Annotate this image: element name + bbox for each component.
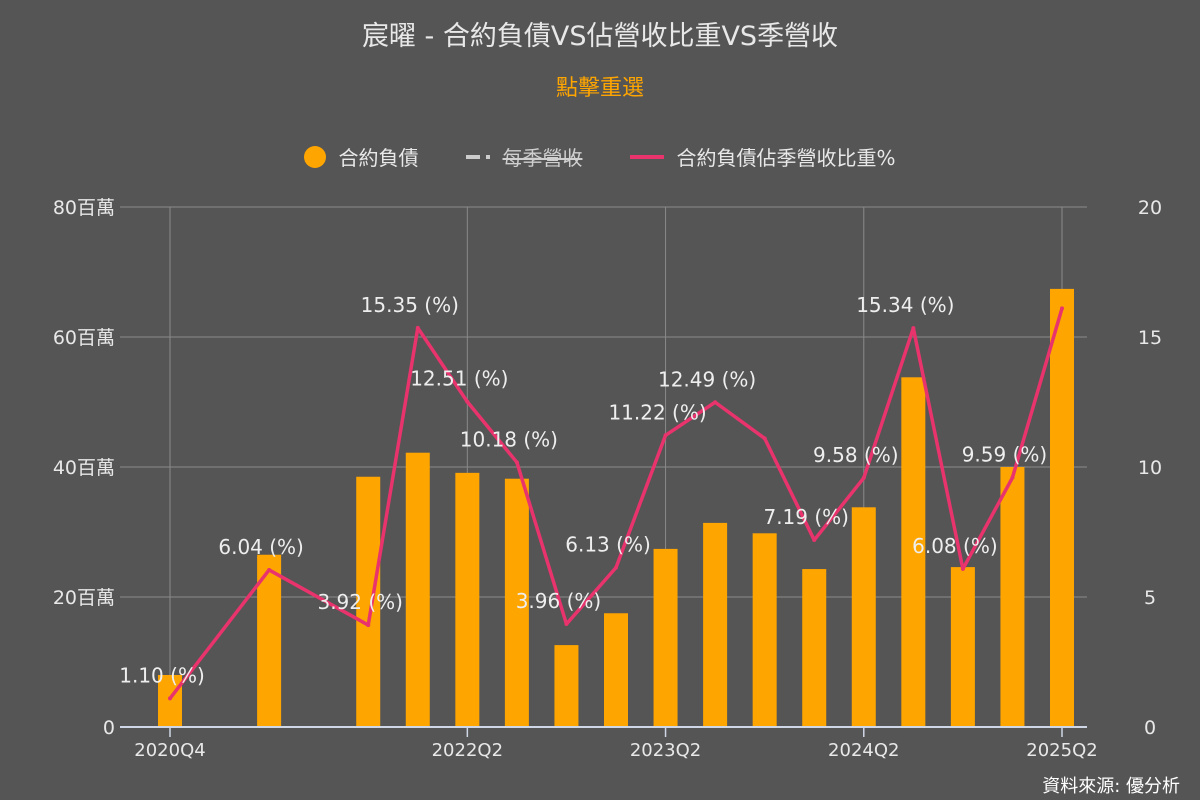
bar-2022Q2 <box>455 472 480 727</box>
y-left-tick-label: 0 <box>103 717 115 739</box>
bar-2025Q1 <box>1000 467 1025 727</box>
data-label: 11.22 (%) <box>608 400 706 424</box>
legend-label: 每季營收 <box>502 146 583 170</box>
bar-2024Q1 <box>802 569 827 727</box>
data-label: 6.04 (%) <box>218 535 304 559</box>
legend-item-contract-liabilities[interactable]: 合約負債 <box>304 142 418 171</box>
x-tick-label: 2025Q2 <box>1026 740 1097 761</box>
bar-2023Q2 <box>653 548 678 727</box>
data-label: 15.35 (%) <box>361 293 459 317</box>
y-left-tick-label: 20百萬 <box>53 587 115 609</box>
y-left-tick-label: 80百萬 <box>53 197 115 219</box>
ratio-point-2025Q2 <box>1060 306 1064 311</box>
bar-2023Q4 <box>752 533 777 727</box>
y-right-tick-label: 0 <box>1144 717 1156 739</box>
legend-label: 合約負債佔季營收比重% <box>676 146 896 170</box>
bar-2025Q2 <box>1050 288 1074 727</box>
y-right-tick-label: 20 <box>1138 197 1162 219</box>
y-left-tick-label: 40百萬 <box>53 457 115 479</box>
data-label: 3.92 (%) <box>317 590 403 614</box>
ratio-point-2023Q2 <box>663 433 668 438</box>
bar-2023Q3 <box>703 522 728 727</box>
ratio-point-2024Q4 <box>960 566 965 571</box>
bar-2021Q4 <box>356 476 381 727</box>
data-label: 3.96 (%) <box>516 589 602 613</box>
y-left-tick-label: 60百萬 <box>53 327 115 349</box>
reselect-link[interactable]: 點擊重選 <box>555 76 644 101</box>
y-right-tick-label: 10 <box>1138 457 1162 479</box>
ratio-point-2021Q4 <box>366 623 371 628</box>
y-right-tick-label: 15 <box>1138 327 1162 349</box>
x-tick-label: 2024Q2 <box>828 740 899 761</box>
bar-2022Q1 <box>405 452 430 727</box>
ratio-point-2024Q3 <box>911 326 916 331</box>
ratio-point-2023Q1 <box>614 565 618 570</box>
ratio-point-2024Q2 <box>861 475 866 480</box>
line-marker-icon <box>630 154 665 159</box>
y-right-tick-label: 5 <box>1144 587 1156 609</box>
legend-label: 合約負債 <box>338 146 419 170</box>
bar-2021Q2 <box>257 554 282 727</box>
bar-2024Q2 <box>851 507 876 727</box>
source-credit: 資料來源: 優分析 <box>1042 776 1180 797</box>
bar-2024Q3 <box>901 377 926 727</box>
data-label: 1.10 (%) <box>119 663 205 687</box>
legend-item-ratio[interactable]: 合約負債佔季營收比重% <box>630 142 896 171</box>
ratio-point-2022Q4 <box>564 622 569 627</box>
bar-2024Q4 <box>950 567 975 727</box>
data-label: 10.18 (%) <box>460 427 558 451</box>
data-label: 12.51 (%) <box>410 367 508 391</box>
data-label: 9.58 (%) <box>813 443 899 467</box>
data-label: 15.34 (%) <box>856 293 954 317</box>
data-label: 6.13 (%) <box>565 533 651 557</box>
ratio-point-2020Q4 <box>168 696 172 701</box>
ratio-point-2022Q3 <box>514 460 519 465</box>
ratio-point-2025Q1 <box>1010 475 1015 480</box>
legend-item-quarterly-revenue[interactable]: 每季營收 <box>466 142 582 171</box>
legend: 合約負債 每季營收 合約負債佔季營收比重% <box>0 142 1200 171</box>
ratio-point-2023Q4 <box>762 436 767 441</box>
ratio-point-2022Q1 <box>415 325 420 330</box>
ratio-point-2023Q3 <box>713 400 718 405</box>
ratio-point-2021Q2 <box>267 567 272 572</box>
ratio-point-2024Q1 <box>812 538 817 543</box>
data-label: 9.59 (%) <box>962 443 1048 467</box>
data-label: 7.19 (%) <box>763 505 849 529</box>
dash-marker-icon <box>466 154 491 159</box>
bar-2022Q4 <box>554 645 579 727</box>
bar-2020Q4 <box>158 675 182 727</box>
bar-2022Q3 <box>504 478 529 727</box>
chart-title: 宸曜 - 合約負債VS佔營收比重VS季營收 <box>361 21 839 52</box>
x-tick-label: 2022Q2 <box>432 740 503 761</box>
x-tick-label: 2023Q2 <box>630 740 701 761</box>
x-tick-label: 2020Q4 <box>134 740 205 761</box>
data-label: 12.49 (%) <box>658 367 756 391</box>
ratio-point-2022Q2 <box>465 399 470 404</box>
circle-marker-icon <box>304 145 327 168</box>
data-label: 6.08 (%) <box>912 534 998 558</box>
bar-2023Q1 <box>604 613 628 727</box>
